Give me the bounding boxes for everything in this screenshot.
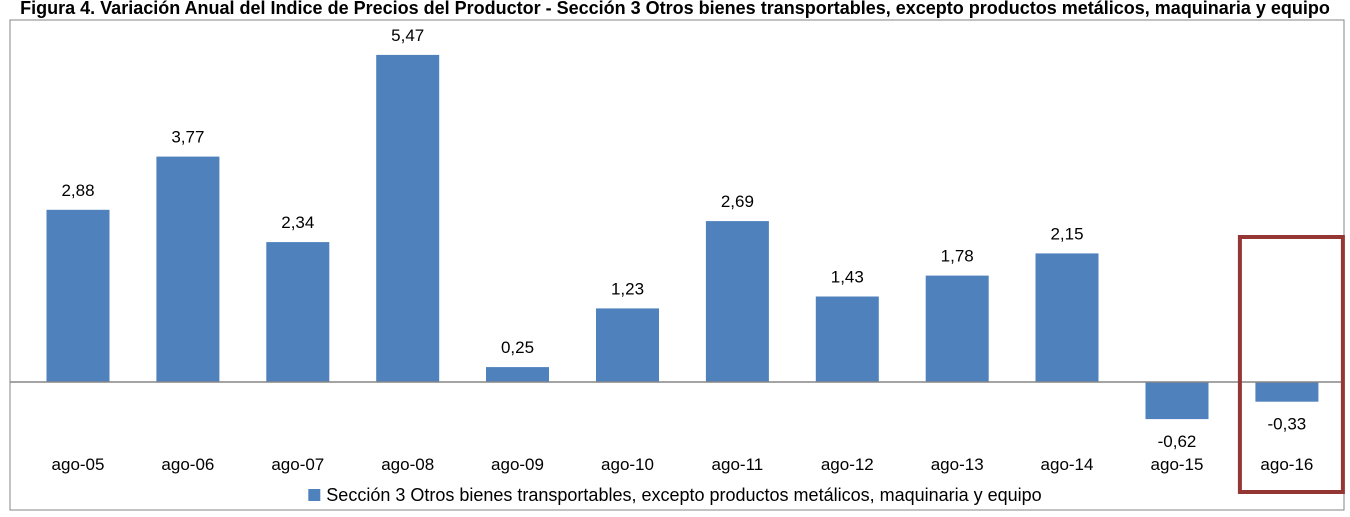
legend: Sección 3 Otros bienes transportables, e… [308, 485, 1042, 505]
category-label-ago-07: ago-07 [271, 455, 324, 474]
category-label-ago-08: ago-08 [381, 455, 434, 474]
value-label-ago-14: 2,15 [1050, 224, 1083, 243]
bars-layer [46, 54, 1319, 420]
value-label-ago-08: 5,47 [391, 26, 424, 45]
bar-ago-10 [596, 308, 659, 382]
category-label-ago-14: ago-14 [1041, 455, 1094, 474]
bar-ago-15 [1145, 382, 1209, 420]
category-label-ago-12: ago-12 [821, 455, 874, 474]
bar-ago-13 [925, 275, 989, 382]
bar-ago-05 [46, 209, 110, 382]
value-label-ago-07: 2,34 [281, 213, 314, 232]
value-label-ago-10: 1,23 [611, 279, 644, 298]
value-label-ago-13: 1,78 [941, 247, 974, 266]
category-label-ago-10: ago-10 [601, 455, 654, 474]
bar-ago-09 [486, 367, 549, 382]
value-label-ago-16: -0,33 [1268, 415, 1307, 434]
bar-ago-14 [1035, 253, 1099, 382]
category-labels-layer: ago-05 ago-06 ago-07 ago-08 ago-09 ago-10 ago-… [52, 455, 1314, 474]
category-label-ago-11: ago-11 [712, 455, 764, 474]
category-label-ago-13: ago-13 [931, 455, 984, 474]
value-label-ago-09: 0,25 [501, 338, 534, 357]
value-label-ago-12: 1,43 [831, 268, 864, 287]
bar-ago-07 [266, 242, 330, 382]
value-label-ago-05: 2,88 [61, 181, 94, 200]
bar-ago-11 [705, 221, 769, 382]
category-label-ago-16: ago-16 [1260, 455, 1313, 474]
legend-label: Sección 3 Otros bienes transportables, e… [326, 485, 1041, 505]
category-label-ago-05: ago-05 [52, 455, 105, 474]
chart-title: Figura 4. Variación Anual del Índice de … [20, 0, 1330, 18]
highlight-box [1237, 235, 1345, 494]
category-label-ago-09: ago-09 [491, 455, 544, 474]
bar-ago-06 [156, 156, 220, 382]
value-label-ago-11: 2,69 [721, 192, 754, 211]
category-label-ago-06: ago-06 [161, 455, 214, 474]
category-label-ago-15: ago-15 [1151, 455, 1204, 474]
bar-ago-16 [1255, 382, 1319, 402]
bar-ago-12 [815, 296, 879, 382]
value-labels-layer: 2,88 3,77 2,34 5,47 0,25 1,23 2,69 1,43 1,78 2,15… [61, 26, 1306, 451]
bar-ago-08 [376, 54, 440, 383]
value-label-ago-15: -0,62 [1158, 432, 1197, 451]
value-label-ago-06: 3,77 [171, 128, 204, 147]
legend-swatch [308, 489, 321, 501]
